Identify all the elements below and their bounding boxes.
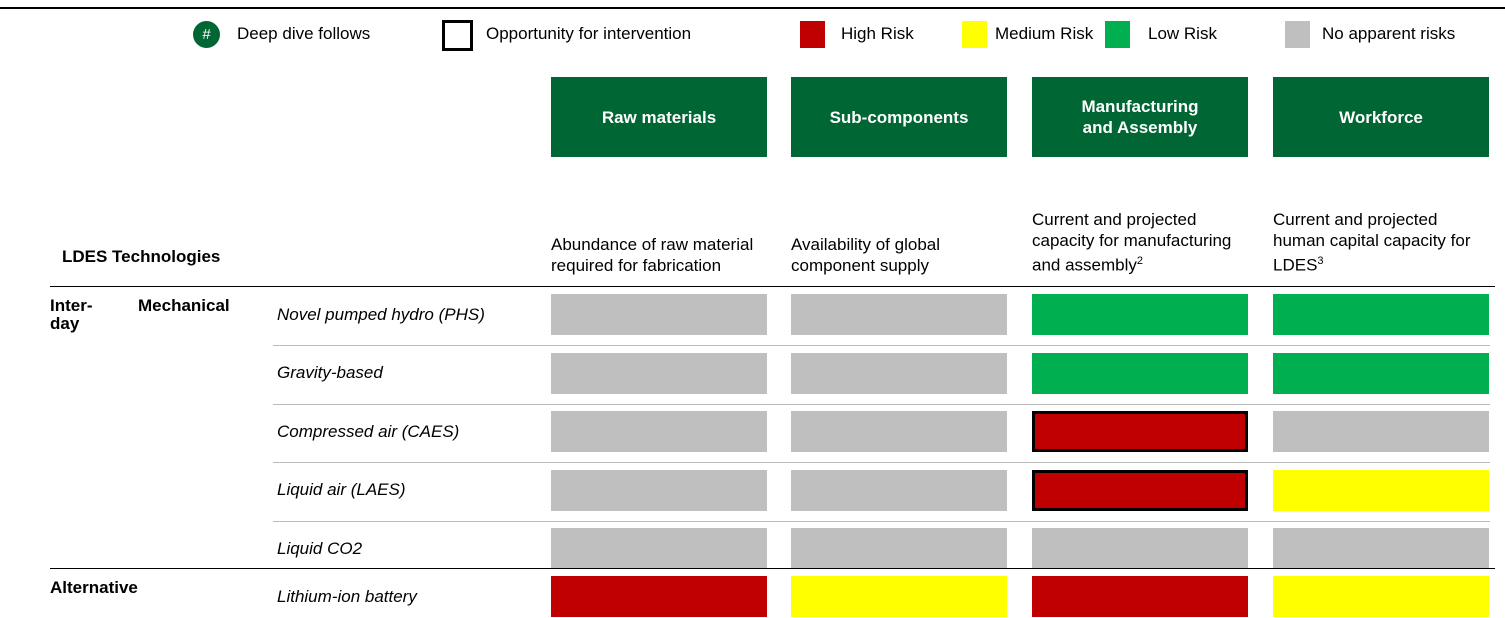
legend-label: Medium Risk — [995, 24, 1094, 43]
row-rule — [273, 403, 1490, 405]
row-header: LDES Technologies — [62, 247, 221, 266]
risk-cell — [1273, 411, 1489, 452]
description: Current and projected capacity for manuf… — [1032, 210, 1232, 275]
legend-label: Opportunity for intervention — [486, 24, 692, 43]
risk-cell — [551, 411, 767, 452]
description: Availability of global component supply — [791, 235, 940, 275]
group-name: Alternative — [50, 578, 138, 597]
risk-cell — [791, 576, 1007, 617]
top-rule — [0, 7, 1505, 9]
row-label: Liquid CO2 — [277, 538, 363, 558]
description-text: Current and projected human capital capa… — [1273, 209, 1489, 276]
header-rule — [50, 286, 1495, 287]
description-text: Current and projected capacity for manuf… — [1032, 209, 1248, 276]
risk-cell — [1032, 576, 1248, 617]
subgroup-name: Mechanical — [138, 296, 230, 315]
description: Abundance of raw material required for f… — [551, 235, 754, 275]
risk-cell — [1032, 411, 1248, 452]
legend-swatch — [1285, 21, 1310, 48]
row-label: Novel pumped hydro (PHS) — [277, 304, 485, 324]
row-label: Lithium-ion battery — [277, 586, 417, 606]
column-header: Manufacturing and Assembly — [1032, 77, 1248, 157]
risk-cell — [551, 576, 767, 617]
column-header: Raw materials — [551, 77, 767, 157]
row-rule — [273, 462, 1490, 463]
row-label: Gravity-based — [277, 363, 383, 382]
group-name: day — [50, 314, 80, 333]
footnote: 3 — [1317, 255, 1324, 268]
risk-cell — [551, 528, 767, 569]
legend-label: Deep dive follows — [237, 24, 371, 43]
row-label: Liquid air (LAES) — [277, 480, 406, 499]
risk-cell — [1032, 469, 1248, 511]
row-rule — [273, 520, 1490, 522]
risk-cell — [1032, 294, 1248, 335]
risk-cell — [791, 352, 1007, 394]
risk-cell — [1032, 528, 1248, 569]
risk-cell — [1273, 576, 1489, 617]
risk-cell — [551, 469, 767, 511]
risk-cell — [791, 528, 1007, 569]
legend-symbol: # — [193, 21, 220, 48]
description-text: Abundance of raw material required for f… — [551, 234, 767, 276]
legend-label: No apparent risks — [1322, 24, 1456, 43]
risk-cell — [1032, 352, 1248, 394]
legend-label: High Risk — [841, 24, 914, 43]
row-rule — [273, 345, 1490, 346]
description: Current and projected human capital capa… — [1273, 210, 1471, 275]
column-description: Current and projected human capital capa… — [1273, 170, 1489, 276]
risk-cell — [791, 294, 1007, 335]
risk-cell — [791, 469, 1007, 511]
column-description: Abundance of raw material required for f… — [551, 170, 767, 276]
risk-cell — [1273, 352, 1489, 394]
legend-label: Low Risk — [1148, 24, 1217, 43]
description-text: Availability of global component supply — [791, 234, 1007, 276]
footnote: 2 — [1136, 255, 1144, 268]
row-label: Compressed air (CAES) — [277, 421, 460, 441]
column-description: Availability of global component supply — [791, 170, 1007, 276]
risk-cell — [1273, 528, 1489, 569]
legend-swatch — [1105, 21, 1130, 48]
risk-cell — [791, 411, 1007, 452]
group-name: Inter- — [50, 296, 93, 315]
risk-cell — [1273, 469, 1489, 511]
column-header: Sub-components — [791, 77, 1007, 157]
legend-swatch — [800, 21, 825, 48]
legend-swatch — [962, 21, 987, 48]
column-header: Workforce — [1273, 77, 1489, 157]
risk-cell — [551, 352, 767, 394]
legend-box — [442, 20, 473, 51]
column-description: Current and projected capacity for manuf… — [1032, 170, 1248, 276]
group-rule — [50, 568, 1495, 569]
risk-cell — [551, 294, 767, 335]
risk-cell — [1273, 294, 1489, 335]
